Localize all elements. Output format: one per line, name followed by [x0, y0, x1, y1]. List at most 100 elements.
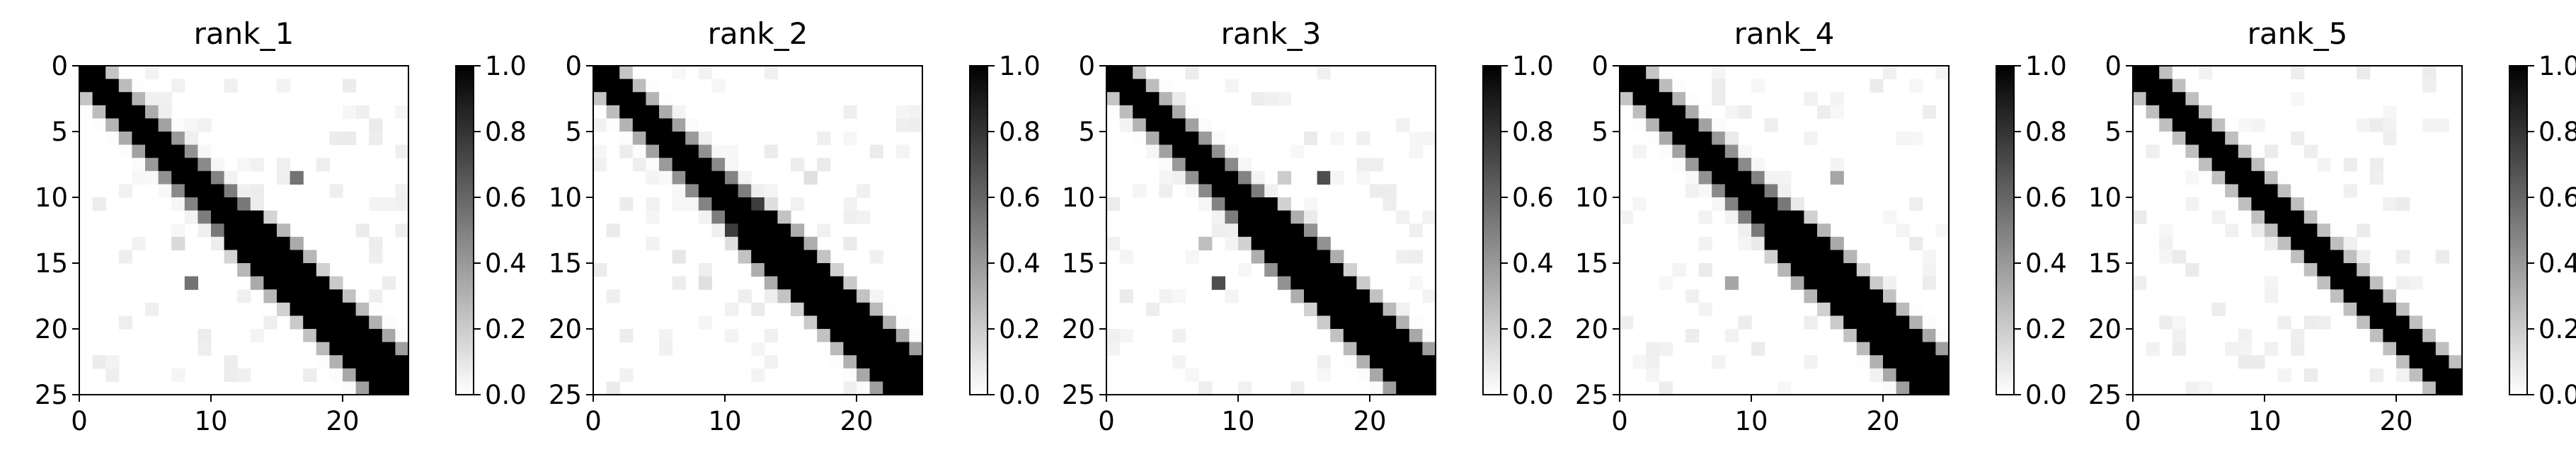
heatmap-cell: [2172, 144, 2186, 158]
heatmap-cell: [1343, 355, 1357, 369]
heatmap-cell: [1870, 315, 1884, 330]
heatmap-cell: [1238, 236, 1252, 250]
heatmap-cell: [224, 210, 238, 224]
heatmap-cell: [2146, 66, 2160, 80]
heatmap-cell: [1422, 368, 1436, 382]
heatmap-cell: [646, 118, 660, 132]
heatmap-cell: [764, 263, 778, 277]
heatmap-cell: [619, 144, 634, 158]
heatmap-cell: [1672, 92, 1686, 106]
heatmap-cell: [1356, 355, 1370, 369]
colorbar: [1996, 65, 2015, 395]
heatmap-cell: [1277, 197, 1291, 211]
heatmap-cell: [1356, 170, 1370, 185]
heatmap-cell: [369, 342, 383, 356]
heatmap-cell: [184, 144, 198, 158]
heatmap-cell: [355, 381, 370, 395]
heatmap-cell: [369, 132, 383, 146]
heatmap-cell: [343, 289, 357, 303]
heatmap-cell: [2409, 329, 2423, 343]
heatmap-cell: [1198, 132, 1213, 146]
heatmap-cell: [751, 184, 765, 198]
heatmap-cell: [1159, 92, 1173, 106]
heatmap-cell: [1251, 224, 1265, 238]
heatmap-cell: [1712, 66, 1726, 80]
heatmap-cell: [725, 224, 739, 238]
heatmap-cell: [817, 158, 831, 172]
heatmap-cell: [1632, 197, 1647, 211]
heatmap-cell: [1870, 342, 1884, 356]
heatmap-cell: [1817, 224, 1831, 238]
colorbar-tick-label: 0.0: [485, 380, 527, 410]
heatmap-cell: [132, 92, 146, 106]
heatmap-cell: [1830, 263, 1844, 277]
heatmap-cell: [2159, 79, 2173, 93]
heatmap-cell: [2396, 342, 2410, 356]
heatmap-cell: [1883, 66, 1897, 80]
heatmap-cell: [2303, 144, 2318, 158]
heatmap-cell: [2251, 197, 2265, 211]
heatmap-cell: [2172, 315, 2186, 330]
heatmap-cell: [369, 381, 383, 395]
heatmap-cell: [2225, 224, 2239, 238]
heatmap-cell: [171, 79, 185, 93]
x-tick-label: 0: [585, 406, 602, 436]
heatmap-cell: [343, 302, 357, 316]
heatmap-cell: [659, 329, 673, 343]
heatmap-cell: [1698, 184, 1712, 198]
heatmap-cell: [316, 355, 330, 369]
heatmap-cell: [1409, 342, 1423, 356]
heatmap-cell: [1804, 210, 1818, 224]
heatmap-cell: [2369, 302, 2383, 316]
heatmap-cell: [1251, 236, 1265, 250]
heatmap-cell: [329, 355, 343, 369]
heatmap-cell: [1724, 105, 1739, 119]
heatmap-cell: [171, 224, 185, 238]
heatmap-cell: [211, 184, 225, 198]
heatmap-cell: [2303, 315, 2318, 330]
heatmap-cell: [1356, 315, 1370, 330]
heatmap-cell: [1198, 184, 1213, 198]
heatmap-cell: [263, 315, 277, 330]
heatmap-cell: [263, 236, 277, 250]
heatmap-cell: [1343, 315, 1357, 330]
heatmap-cell: [1712, 92, 1726, 106]
heatmap-cell: [211, 158, 225, 172]
heatmap-cell: [2357, 263, 2371, 277]
heatmap-cell: [2199, 118, 2213, 132]
heatmap-cell: [1856, 263, 1870, 277]
heatmap-cell: [830, 355, 844, 369]
y-tick-label: 10: [1575, 182, 1608, 213]
heatmap-cell: [369, 355, 383, 369]
heatmap-cell: [2357, 66, 2371, 80]
heatmap-cell: [1145, 132, 1160, 146]
heatmap-cell: [263, 263, 277, 277]
heatmap-cell: [817, 329, 831, 343]
heatmap-cell: [843, 315, 857, 330]
heatmap-cell: [1356, 276, 1370, 290]
heatmap-cell: [1383, 329, 1397, 343]
heatmap-cell: [1251, 197, 1265, 211]
heatmap-cell: [2251, 224, 2265, 238]
heatmap-cell: [2211, 132, 2226, 146]
heatmap-cell: [1159, 132, 1173, 146]
heatmap-cell: [2225, 342, 2239, 356]
heatmap-cell: [1620, 66, 1634, 80]
heatmap-cell: [2317, 250, 2331, 264]
heatmap-cell: [1698, 210, 1712, 224]
heatmap-cell: [2343, 184, 2357, 198]
heatmap-cell: [1172, 158, 1186, 172]
heatmap-cell: [659, 144, 673, 158]
heatmap-cell: [738, 197, 752, 211]
heatmap-cell: [698, 144, 712, 158]
heatmap-cell: [725, 236, 739, 250]
heatmap-cell: [1883, 342, 1897, 356]
heatmap-cell: [1422, 329, 1436, 343]
heatmap-cell: [817, 276, 831, 290]
heatmap-cell: [1422, 342, 1436, 356]
heatmap-cell: [2449, 381, 2463, 395]
heatmap-cell: [1277, 250, 1291, 264]
plot-frame: [593, 65, 923, 395]
heatmap-cell: [725, 329, 739, 343]
